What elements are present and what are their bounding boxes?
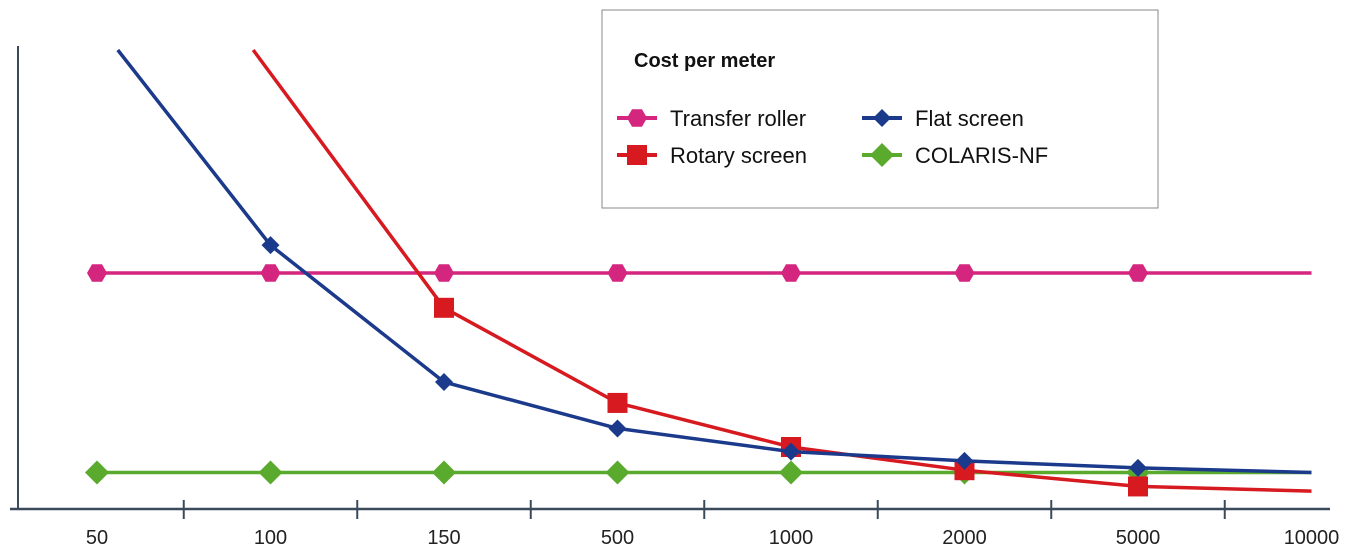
series-flat-screen	[116, 48, 1312, 477]
data-point-transfer-roller	[1128, 264, 1148, 282]
legend-item-colaris-nf: COLARIS-NF	[862, 143, 1048, 168]
series-colaris-nf	[85, 460, 1312, 485]
data-point-colaris-nf	[432, 460, 456, 485]
series-transfer-roller	[87, 264, 1312, 282]
legend-label-rotary-screen: Rotary screen	[670, 143, 807, 168]
legend-item-flat-screen: Flat screen	[862, 106, 1024, 131]
data-point-flat-screen	[1129, 458, 1147, 477]
data-point-transfer-roller	[87, 264, 107, 282]
data-point-colaris-nf	[779, 460, 803, 485]
data-point-colaris-nf	[258, 460, 283, 485]
data-point-transfer-roller	[260, 264, 281, 282]
x-tick-label: 10000	[1284, 527, 1340, 549]
x-tick-label: 2000	[942, 527, 987, 549]
legend-entries: Transfer roller Rotary screen Flat screen C…	[617, 106, 1048, 168]
data-point-flat-screen	[435, 373, 453, 392]
legend-marker-flat-screen	[873, 109, 891, 127]
axes: 50 100 150 500 1000 2000 5000 10000	[10, 46, 1339, 549]
x-tick-label: 150	[427, 527, 460, 549]
data-point-transfer-roller	[434, 264, 454, 282]
legend-marker-colaris-nf	[870, 143, 894, 167]
legend-marker-transfer-roller	[627, 109, 647, 127]
x-tick-label: 5000	[1116, 527, 1161, 549]
legend-label-colaris-nf: COLARIS-NF	[915, 143, 1048, 168]
x-tick-label: 500	[601, 527, 634, 549]
legend: Cost per meter Transfer roller Rotary scr…	[601, 9, 1159, 209]
legend-label-flat-screen: Flat screen	[915, 106, 1024, 131]
data-point-colaris-nf	[605, 460, 630, 485]
x-tick-label: 50	[86, 527, 108, 549]
series-line-flat-screen	[116, 48, 1312, 475]
legend-marker-rotary-screen	[627, 145, 647, 165]
legend-title: Cost per meter	[634, 50, 775, 72]
data-point-rotary-screen	[1128, 476, 1148, 497]
data-point-transfer-roller	[607, 264, 628, 282]
data-point-colaris-nf	[85, 460, 109, 485]
data-point-flat-screen	[261, 236, 280, 255]
series-layer	[85, 48, 1312, 497]
data-point-rotary-screen	[607, 392, 628, 413]
legend-item-transfer-roller: Transfer roller	[617, 106, 806, 131]
data-point-flat-screen	[608, 419, 627, 438]
legend-item-rotary-screen: Rotary screen	[617, 143, 807, 168]
x-tick-label: 100	[254, 527, 287, 549]
data-point-flat-screen	[955, 451, 974, 470]
data-point-rotary-screen	[954, 460, 975, 481]
data-point-rotary-screen	[434, 297, 454, 318]
legend-box	[601, 9, 1159, 209]
data-point-transfer-roller	[954, 264, 975, 282]
data-point-flat-screen	[782, 442, 800, 461]
x-tick-label: 1000	[769, 527, 814, 549]
legend-label-transfer-roller: Transfer roller	[670, 106, 806, 131]
data-point-transfer-roller	[781, 264, 801, 282]
